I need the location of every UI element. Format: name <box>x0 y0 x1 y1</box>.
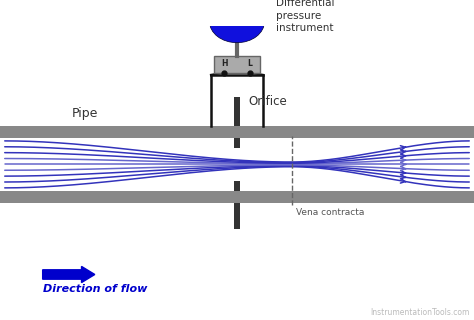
Text: Direction of flow: Direction of flow <box>43 284 147 293</box>
Bar <box>234 180 240 191</box>
Text: InstrumentationTools.com: InstrumentationTools.com <box>370 308 469 317</box>
Ellipse shape <box>210 0 264 43</box>
Text: H: H <box>221 59 228 68</box>
Bar <box>0 191 474 203</box>
Bar <box>234 203 240 229</box>
Bar <box>234 97 240 126</box>
Text: Pipe: Pipe <box>72 107 99 119</box>
Text: Vena contracta: Vena contracta <box>296 208 365 217</box>
Text: Orifice: Orifice <box>249 95 288 108</box>
Text: Differential
pressure
instrument: Differential pressure instrument <box>276 0 335 33</box>
Text: L: L <box>247 59 252 68</box>
Bar <box>214 57 259 73</box>
FancyArrow shape <box>43 267 95 283</box>
Bar <box>234 138 240 148</box>
Bar <box>0 126 474 138</box>
